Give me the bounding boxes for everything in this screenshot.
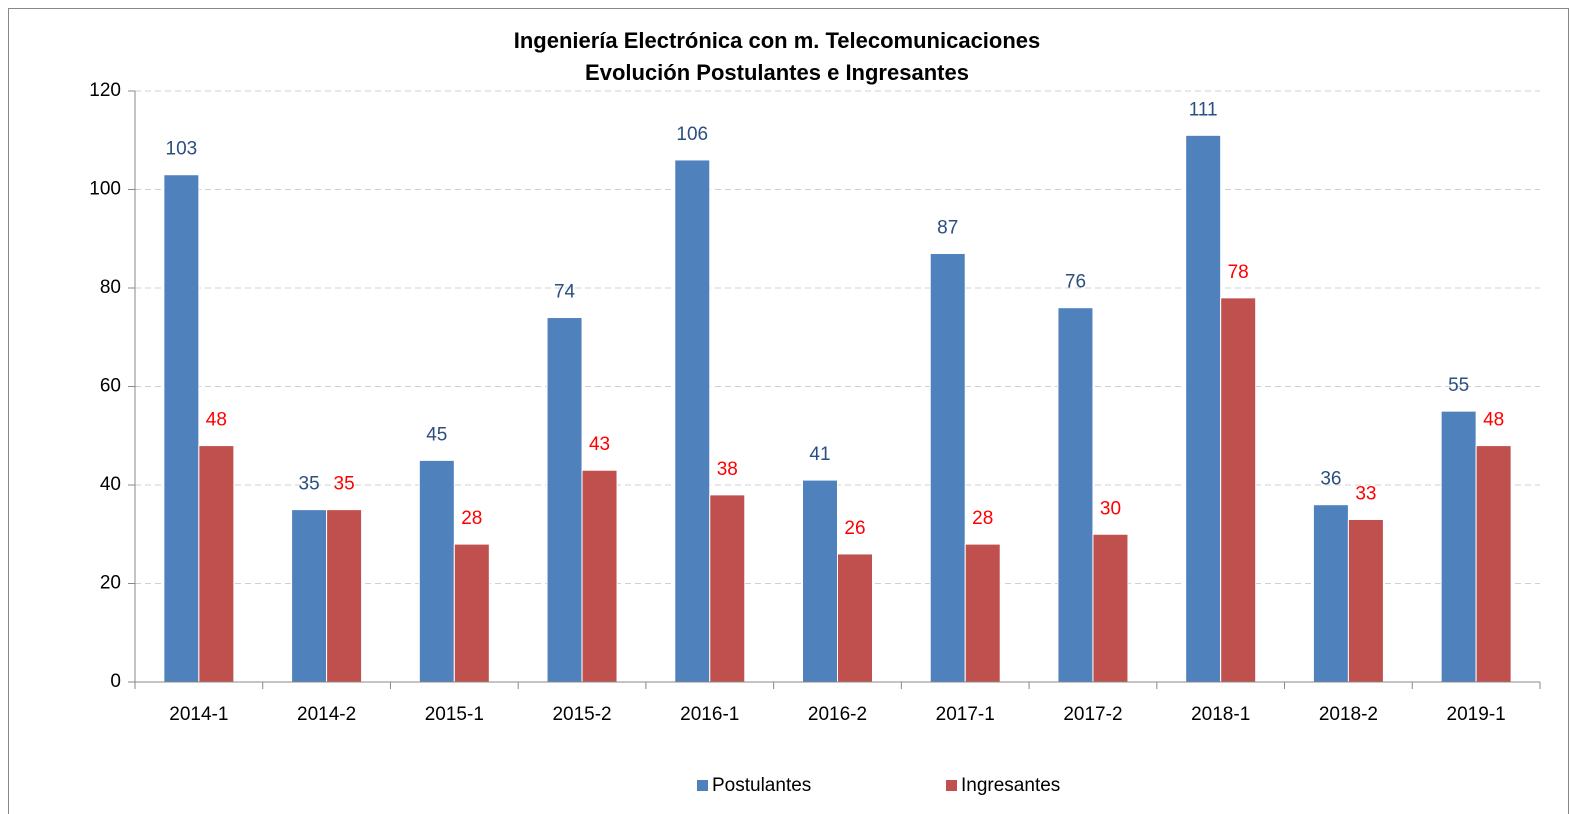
chart-subtitle: Evolución Postulantes e Ingresantes <box>585 60 969 85</box>
y-tick-label: 100 <box>89 179 121 200</box>
bar <box>581 469 618 683</box>
bar <box>802 479 838 683</box>
y-tick-label: 80 <box>100 277 121 298</box>
y-tick-label: 120 <box>89 80 121 101</box>
chart-border <box>8 8 1569 814</box>
x-tick-label: 2018-1 <box>1191 704 1250 725</box>
bar <box>837 553 873 683</box>
bar <box>1092 533 1129 683</box>
data-label: 45 <box>426 424 447 445</box>
x-tick-label: 2016-2 <box>808 704 867 725</box>
bar <box>709 494 746 683</box>
bar <box>163 174 200 683</box>
data-label: 41 <box>809 444 830 465</box>
data-label: 35 <box>334 474 355 495</box>
bar <box>1057 307 1094 683</box>
bar <box>1312 504 1349 683</box>
chart-title: Ingeniería Electrónica con m. Telecomuni… <box>514 28 1041 53</box>
data-label: 43 <box>589 434 610 455</box>
x-tick-label: 2014-1 <box>169 704 228 725</box>
bar <box>1185 134 1222 683</box>
x-tick-label: 2015-2 <box>552 704 611 725</box>
bar <box>674 159 711 683</box>
y-tick-label: 0 <box>110 671 121 692</box>
legend-swatch <box>697 780 708 791</box>
data-label: 26 <box>844 518 865 539</box>
x-tick-label: 2019-1 <box>1447 704 1506 725</box>
data-label: 74 <box>554 282 576 303</box>
x-tick-label: 2016-1 <box>680 704 739 725</box>
x-tick-label: 2017-1 <box>936 704 995 725</box>
bar <box>964 543 1001 683</box>
bar <box>453 543 490 683</box>
bar <box>546 317 583 683</box>
bar <box>1220 297 1257 683</box>
bar <box>291 509 328 683</box>
x-tick-label: 2018-2 <box>1319 704 1378 725</box>
data-label: 30 <box>1100 498 1121 519</box>
x-tick-label: 2017-2 <box>1063 704 1122 725</box>
data-label: 28 <box>461 508 482 529</box>
data-label: 36 <box>1320 469 1341 490</box>
y-tick-label: 60 <box>100 376 121 397</box>
bar <box>1475 445 1512 683</box>
x-tick-label: 2015-1 <box>425 704 484 725</box>
data-label: 55 <box>1448 375 1469 396</box>
legend-swatch <box>946 780 957 791</box>
data-label: 78 <box>1228 262 1249 283</box>
legend-label: Postulantes <box>712 775 811 796</box>
data-label: 48 <box>206 410 227 431</box>
data-label: 33 <box>1355 483 1376 504</box>
y-tick-label: 20 <box>100 573 121 594</box>
bar <box>418 459 455 683</box>
data-label: 103 <box>166 139 198 160</box>
data-label: 111 <box>1189 99 1218 120</box>
data-label: 48 <box>1483 410 1504 431</box>
data-label: 35 <box>299 474 320 495</box>
data-label: 76 <box>1065 272 1086 293</box>
bar <box>1440 410 1477 683</box>
bar <box>1347 518 1384 683</box>
y-tick-label: 40 <box>100 474 121 495</box>
data-label: 28 <box>972 508 993 529</box>
bar <box>326 509 363 683</box>
x-tick-label: 2014-2 <box>297 704 356 725</box>
data-label: 106 <box>676 124 708 145</box>
data-label: 87 <box>937 218 958 239</box>
bar <box>198 445 235 683</box>
data-label: 38 <box>717 459 738 480</box>
legend-label: Ingresantes <box>961 775 1060 796</box>
bar <box>929 253 966 683</box>
